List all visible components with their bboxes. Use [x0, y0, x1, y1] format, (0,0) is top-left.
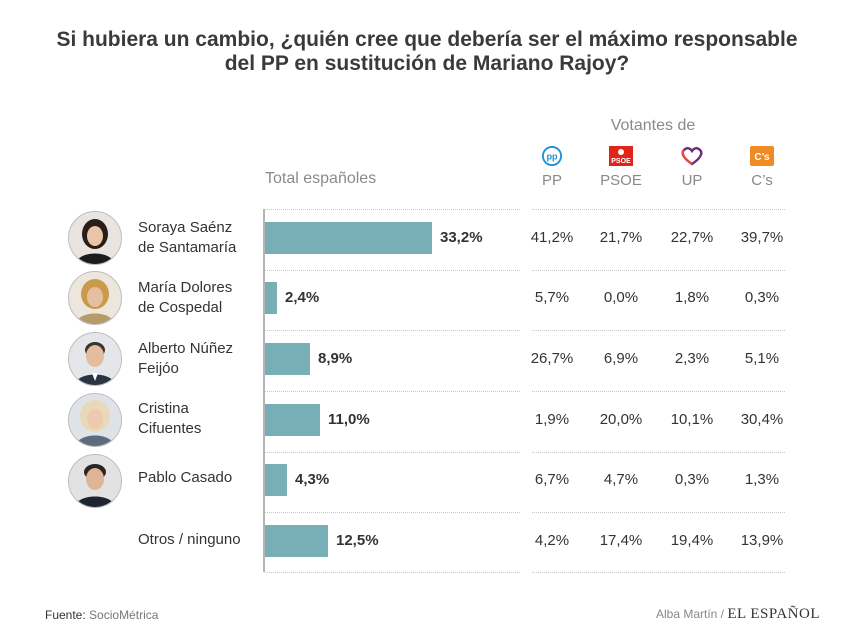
- row-separator: [265, 270, 520, 271]
- table-cell-4-2: 0,3%: [674, 471, 710, 488]
- table-cell-0-2: 22,7%: [670, 229, 714, 246]
- table-cell-3-2: 10,1%: [670, 411, 714, 428]
- row-separator: [532, 330, 785, 331]
- cs-logo-icon: C’s: [750, 146, 774, 166]
- table-cell-0-3: 39,7%: [740, 229, 784, 246]
- table-cell-2-0: 26,7%: [530, 350, 574, 367]
- avatar-feijoo: [68, 332, 122, 386]
- bar-2: [265, 343, 310, 375]
- table-cell-3-3: 30,4%: [740, 411, 784, 428]
- col-head-cs-label: C’s: [751, 172, 773, 189]
- row-name-5: Otros / ninguno: [138, 531, 241, 548]
- up-logo-icon: [681, 147, 703, 166]
- table-cell-3-0: 1,9%: [534, 411, 570, 428]
- person-photo-icon: [69, 455, 121, 507]
- table-cell-5-1: 17,4%: [599, 532, 643, 549]
- row-name-2: Alberto Núñez Feijóo: [138, 340, 234, 377]
- bar-3: [265, 404, 320, 436]
- avatar-cospedal: [68, 271, 122, 325]
- row-separator: [532, 209, 785, 210]
- col-head-psoe: PSOE PSOE: [586, 146, 656, 190]
- row-name-1: María Dolores de Cospedal: [138, 279, 233, 316]
- table-cell-2-2: 2,3%: [674, 350, 710, 367]
- psoe-logo-text: PSOE: [611, 158, 631, 165]
- psoe-logo-icon: PSOE: [609, 146, 633, 166]
- source-name: SocioMétrica: [89, 608, 159, 622]
- col-head-cs: C’s C’s: [727, 146, 797, 190]
- col-head-up: UP: [657, 146, 727, 190]
- table-cell-1-0: 5,7%: [534, 289, 570, 306]
- table-cell-0-0: 41,2%: [530, 229, 574, 246]
- table-cell-5-0: 4,2%: [534, 532, 570, 549]
- row-separator: [265, 512, 520, 513]
- author-credit: Alba Martín /: [655, 607, 724, 621]
- table-cell-0-1: 21,7%: [599, 229, 643, 246]
- avatar-casado: [68, 454, 122, 508]
- col-head-up-label: UP: [681, 172, 703, 189]
- row-separator: [265, 452, 520, 453]
- cs-logo-text: C’s: [754, 152, 770, 163]
- table-cell-1-1: 0,0%: [603, 289, 639, 306]
- pp-logo-icon: pp: [542, 146, 562, 166]
- table-cell-1-2: 1,8%: [674, 289, 710, 306]
- person-photo-icon: [69, 212, 121, 264]
- person-photo-icon: [69, 272, 121, 324]
- table-cell-4-1: 4,7%: [603, 471, 639, 488]
- row-separator: [532, 452, 785, 453]
- bar-4: [265, 464, 287, 496]
- footer-source: Fuente: SocioMétrica: [45, 608, 158, 622]
- col-head-pp: pp PP: [517, 146, 587, 190]
- avatar-soraya: [68, 211, 122, 265]
- chart-title: Si hubiera un cambio, ¿quién cree que de…: [20, 28, 834, 76]
- table-cell-1-3: 0,3%: [744, 289, 780, 306]
- row-name-4: Pablo Casado: [138, 469, 233, 486]
- row-separator: [532, 572, 785, 573]
- svg-text:pp: pp: [546, 152, 558, 162]
- avatar-cifuentes: [68, 393, 122, 447]
- table-cell-2-1: 6,9%: [603, 350, 639, 367]
- row-separator: [265, 330, 520, 331]
- row-name-3: Cristina Cifuentes: [138, 400, 202, 437]
- total-espanoles-label: Total españoles: [265, 170, 377, 187]
- row-separator: [532, 270, 785, 271]
- source-label: Fuente:: [45, 608, 86, 622]
- row-separator: [265, 209, 520, 210]
- bar-5: [265, 525, 328, 557]
- table-cell-4-0: 6,7%: [534, 471, 570, 488]
- bar-value-label-2: 8,9%: [318, 350, 353, 367]
- table-cell-5-2: 19,4%: [670, 532, 714, 549]
- row-name-0: Soraya Saénz de Santamaría: [138, 219, 237, 256]
- person-photo-icon: [69, 333, 121, 385]
- el-espanol-logo: EL ESPAÑOL: [727, 606, 820, 622]
- table-cell-4-3: 1,3%: [744, 471, 780, 488]
- bar-value-label-0: 33,2%: [440, 229, 483, 246]
- bar-value-label-1: 2,4%: [285, 289, 320, 306]
- table-cell-2-3: 5,1%: [744, 350, 780, 367]
- table-cell-3-1: 20,0%: [599, 411, 643, 428]
- person-photo-icon: [69, 394, 121, 446]
- bar-1: [265, 282, 277, 314]
- bar-0: [265, 222, 432, 254]
- votantes-de-label: Votantes de: [610, 117, 696, 134]
- bar-value-label-5: 12,5%: [336, 532, 379, 549]
- bar-value-label-3: 11,0%: [328, 411, 370, 428]
- row-separator: [265, 391, 520, 392]
- bar-axis: [263, 209, 265, 572]
- row-separator: [265, 572, 520, 573]
- col-head-psoe-label: PSOE: [600, 172, 642, 189]
- row-separator: [532, 512, 785, 513]
- col-head-pp-label: PP: [541, 172, 562, 189]
- title-line-1: Si hubiera un cambio, ¿quién cree que de…: [56, 28, 798, 51]
- row-separator: [532, 391, 785, 392]
- title-line-2: del PP en sustitución de Mariano Rajoy?: [224, 52, 630, 75]
- bar-value-label-4: 4,3%: [295, 471, 330, 488]
- footer-credit: Alba Martín / EL ESPAÑOL: [656, 606, 820, 623]
- table-cell-5-3: 13,9%: [740, 532, 784, 549]
